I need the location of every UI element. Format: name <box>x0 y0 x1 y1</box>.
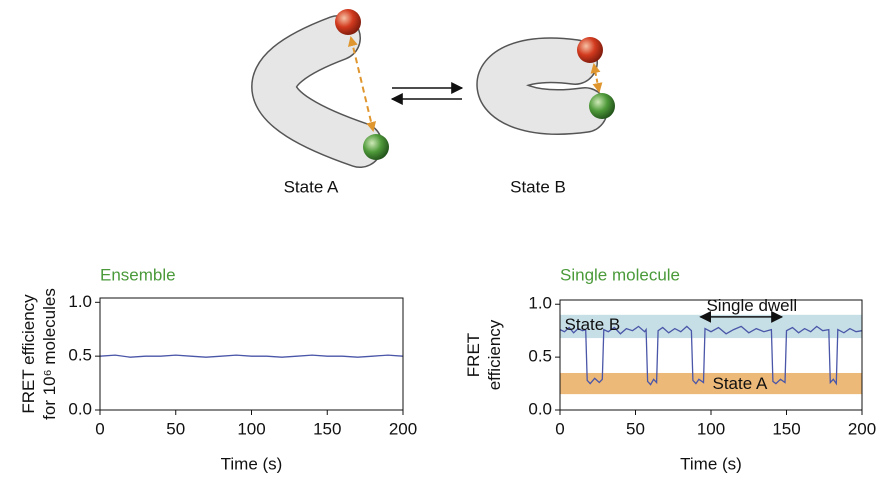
state-label: State B <box>510 177 566 196</box>
x-axis-label: Time (s) <box>221 454 283 473</box>
band-label: State B <box>565 315 621 334</box>
y-tick-label: 1.0 <box>528 294 552 313</box>
x-tick-label: 150 <box>313 419 341 438</box>
x-tick-label: 200 <box>389 419 417 438</box>
y-axis-label: FRET <box>464 333 483 377</box>
data-line <box>99 354 404 358</box>
y-axis-label: for 10⁶ molecules <box>40 288 59 420</box>
x-tick-label: 100 <box>697 419 725 438</box>
y-axis-label: efficiency <box>485 319 504 390</box>
state-a-shape <box>251 9 389 168</box>
plot-frame <box>99 297 404 411</box>
chart-title: Single molecule <box>560 265 680 284</box>
x-axis-label: Time (s) <box>680 454 742 473</box>
x-tick-label: 100 <box>237 419 265 438</box>
y-tick-label: 0.5 <box>68 346 92 365</box>
y-tick-label: 0.0 <box>528 399 552 418</box>
y-tick-label: 1.0 <box>68 292 92 311</box>
x-tick-label: 200 <box>848 419 876 438</box>
x-tick-label: 50 <box>166 419 185 438</box>
state-label: State A <box>284 177 339 196</box>
annotation-label: Single dwell <box>706 296 797 315</box>
data-line <box>559 325 863 386</box>
state-b-shape <box>476 37 615 135</box>
equilibrium-arrows <box>390 82 464 105</box>
state-band <box>560 372 862 395</box>
y-axis-label: FRET efficiency <box>19 294 38 414</box>
x-tick-label: 50 <box>626 419 645 438</box>
x-tick-label: 0 <box>95 419 104 438</box>
band-label: State A <box>713 374 768 393</box>
x-tick-label: 150 <box>772 419 800 438</box>
chart-title: Ensemble <box>100 265 176 284</box>
y-tick-label: 0.5 <box>528 347 552 366</box>
x-tick-label: 0 <box>555 419 564 438</box>
y-tick-label: 0.0 <box>68 399 92 418</box>
